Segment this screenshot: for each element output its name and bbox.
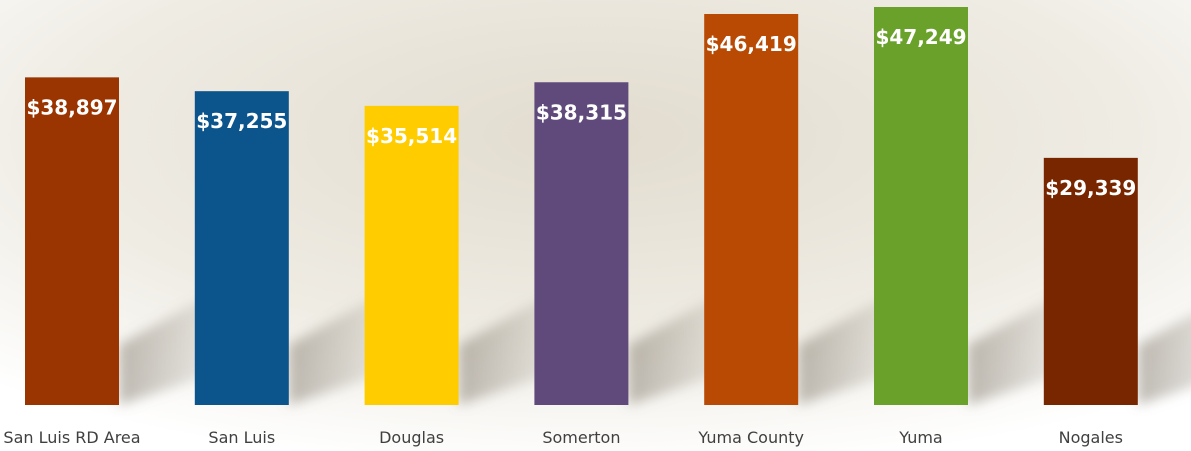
bars: $38,897 San Luis RD Area $37,255 San Luis $3… (3, 7, 1138, 447)
data-label: $37,255 (196, 109, 287, 133)
bar (704, 13, 799, 406)
x-tick-label: Yuma County (697, 428, 804, 447)
bar (25, 77, 119, 406)
bar (1043, 157, 1138, 405)
bar (534, 82, 629, 405)
bar (194, 91, 289, 405)
data-label: $38,897 (26, 95, 117, 119)
data-label: $29,339 (1045, 176, 1136, 200)
data-label: $38,315 (536, 100, 627, 124)
x-tick-label: Nogales (1059, 428, 1123, 447)
x-tick-label: San Luis RD Area (3, 428, 140, 447)
bar (364, 105, 459, 405)
data-label: $35,514 (366, 124, 457, 148)
x-tick-label: Somerton (542, 428, 620, 447)
x-tick-label: Yuma (898, 428, 942, 447)
bar-shadow (1137, 315, 1191, 405)
x-tick-label: San Luis (208, 428, 275, 447)
x-tick-label: Douglas (379, 428, 444, 447)
data-label: $47,249 (875, 25, 966, 49)
data-label: $46,419 (706, 32, 797, 56)
bar (874, 7, 968, 405)
